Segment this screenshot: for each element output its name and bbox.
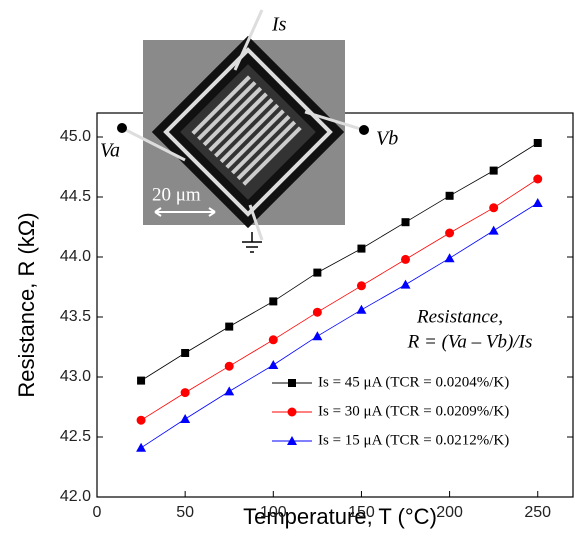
x-tick-label: 0 xyxy=(93,504,102,521)
y-tick-label: 44.0 xyxy=(60,248,91,265)
marker xyxy=(402,218,410,226)
pad xyxy=(117,123,127,133)
marker xyxy=(313,269,321,277)
marker xyxy=(288,379,296,387)
marker xyxy=(490,167,498,175)
marker xyxy=(225,362,234,371)
marker xyxy=(533,198,543,207)
legend-label: Is = 30 μA (TCR = 0.0209%/K) xyxy=(318,403,509,419)
marker xyxy=(225,323,233,331)
marker xyxy=(533,175,542,184)
inset: Is Va Vb 20 μm xyxy=(100,10,398,252)
marker xyxy=(224,386,234,395)
marker xyxy=(489,226,499,235)
legend-label: Is = 15 μA (TCR = 0.0212%/K) xyxy=(318,432,509,448)
y-tick-label: 43.0 xyxy=(60,368,91,385)
inset-label: Va xyxy=(100,140,120,162)
marker xyxy=(181,349,189,357)
annotation: Resistance, xyxy=(416,306,503,327)
y-tick-label: 44.5 xyxy=(60,188,91,205)
annotation: R = (Va – Vb)/Is xyxy=(407,331,533,352)
x-tick-label: 100 xyxy=(260,504,287,521)
y-tick-label: 42.0 xyxy=(60,488,91,505)
chart: Temperature, T (°C) Resistance, R (kΩ) R… xyxy=(0,0,580,532)
marker xyxy=(357,245,365,253)
marker xyxy=(313,308,322,317)
y-tick-label: 43.5 xyxy=(60,308,91,325)
x-tick-label: 50 xyxy=(176,504,194,521)
x-tick-label: 150 xyxy=(348,504,375,521)
inset-label: Vb xyxy=(376,128,398,150)
marker xyxy=(269,335,278,344)
marker xyxy=(401,280,411,289)
marker xyxy=(288,408,297,417)
marker xyxy=(445,229,454,238)
marker xyxy=(137,416,146,425)
marker xyxy=(269,297,277,305)
marker xyxy=(181,388,190,397)
marker xyxy=(445,253,455,262)
inset-label: 20 μm xyxy=(152,184,201,205)
x-tick-label: 250 xyxy=(524,504,551,521)
legend-label: Is = 45 μA (TCR = 0.0204%/K) xyxy=(318,374,509,390)
marker xyxy=(180,414,190,423)
marker xyxy=(268,360,278,369)
marker xyxy=(489,203,498,212)
y-axis-title: Resistance, R (kΩ) xyxy=(14,212,39,397)
x-tick-label: 200 xyxy=(436,504,463,521)
inset-label: Is xyxy=(271,14,287,36)
marker xyxy=(401,255,410,264)
marker xyxy=(357,281,366,290)
pad xyxy=(359,125,369,135)
y-tick-label: 45.0 xyxy=(60,128,91,145)
marker xyxy=(137,377,145,385)
y-tick-label: 42.5 xyxy=(60,428,91,445)
marker xyxy=(312,331,322,340)
marker xyxy=(136,443,146,452)
marker xyxy=(446,192,454,200)
marker xyxy=(356,305,366,314)
marker xyxy=(534,139,542,147)
